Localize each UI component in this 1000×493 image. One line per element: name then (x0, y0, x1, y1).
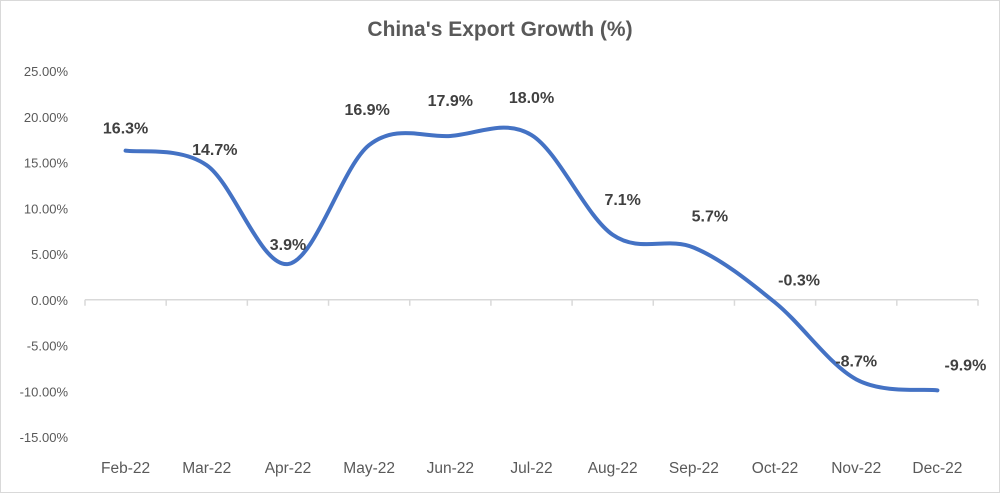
data-label: 17.9% (428, 93, 473, 110)
y-tick-label: 10.00% (24, 201, 69, 216)
y-tick-label: -15.00% (20, 430, 69, 445)
x-tick-label: Oct-22 (752, 460, 799, 477)
data-label: -9.9% (945, 357, 987, 374)
y-tick-label: 0.00% (31, 293, 68, 308)
x-tick-label: Jul-22 (510, 460, 552, 477)
x-tick-label: Mar-22 (182, 460, 231, 477)
x-tick-label: Sep-22 (669, 460, 719, 477)
data-labels: 16.3% 14.7% 3.9% 16.9% 17.9% 18.0% 7.1% 5.7% -0.… (103, 90, 986, 374)
data-label: 16.9% (344, 102, 389, 119)
y-tick-label: -5.00% (27, 339, 69, 354)
x-axis: Feb-22 Mar-22 Apr-22 May-22 Jun-22 Jul-22 Aug-… (84, 299, 979, 477)
data-label: -0.3% (778, 272, 820, 289)
data-label: 16.3% (103, 121, 148, 138)
data-label: 3.9% (270, 237, 306, 254)
x-tick-label: Feb-22 (101, 460, 150, 477)
x-tick-label: May-22 (343, 460, 395, 477)
data-label: -8.7% (835, 353, 877, 370)
y-tick-label: 15.00% (24, 156, 69, 171)
data-label: 7.1% (604, 192, 640, 209)
data-label: 14.7% (192, 142, 237, 159)
y-tick-label: 20.00% (24, 110, 69, 125)
x-tick-label: Dec-22 (912, 460, 962, 477)
y-tick-label: 25.00% (24, 64, 69, 79)
x-tick-label: Aug-22 (588, 460, 638, 477)
x-tick-label: Apr-22 (265, 460, 312, 477)
data-label: 5.7% (692, 209, 728, 226)
data-label: 18.0% (509, 90, 554, 107)
x-tick-label: Nov-22 (831, 460, 881, 477)
y-axis: 25.00% 20.00% 15.00% 10.00% 5.00% 0.00% -5.00%… (20, 64, 69, 445)
chart-title: China's Export Growth (%) (367, 18, 633, 41)
series-line (123, 125, 940, 393)
y-tick-label: -10.00% (20, 384, 69, 399)
x-tick-label: Jun-22 (427, 460, 474, 477)
y-tick-label: 5.00% (31, 247, 68, 262)
